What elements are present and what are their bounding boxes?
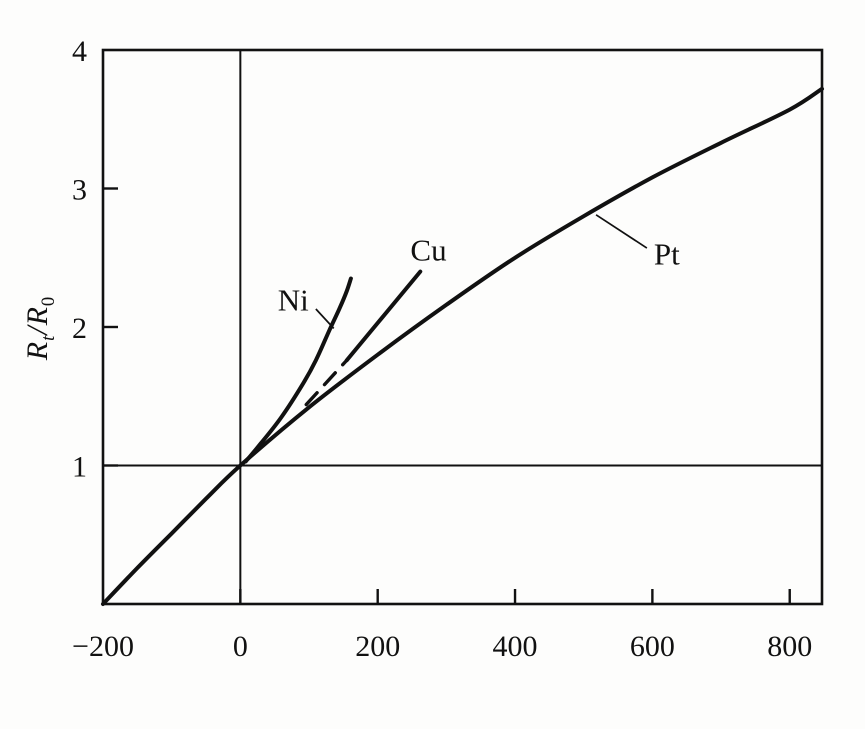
x-tick-label: 0	[233, 630, 248, 663]
x-tick-label: 400	[493, 630, 538, 663]
x-tick-label: 800	[767, 630, 812, 663]
curve-ni	[243, 276, 353, 464]
curve-cu-extrapolation	[304, 358, 349, 407]
curve-pt	[101, 86, 824, 606]
leader-line-pt	[595, 214, 648, 249]
curve-label-ni: Ni	[278, 282, 309, 317]
y-tick-label: 3	[72, 174, 87, 207]
curve-label-cu: Cu	[410, 232, 446, 267]
leader-line-ni	[315, 308, 335, 329]
curve-cu	[344, 269, 423, 363]
y-tick-label: 2	[72, 312, 87, 345]
x-tick-label: 600	[630, 630, 675, 663]
plot-border	[101, 48, 824, 606]
y-tick-label: 1	[72, 451, 87, 484]
y-tick-label: 4	[72, 35, 87, 68]
x-tick-label: −200	[72, 630, 134, 663]
x-tick-label: 200	[355, 630, 400, 663]
curve-label-pt: Pt	[654, 237, 680, 272]
